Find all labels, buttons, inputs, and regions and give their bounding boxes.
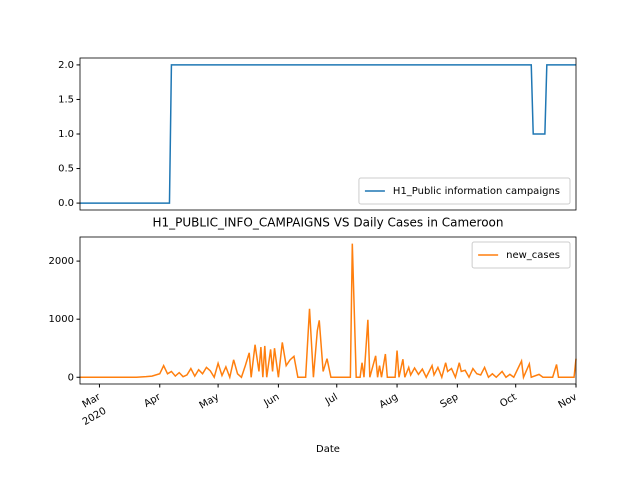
legend-label: new_cases — [506, 250, 560, 261]
legend-box — [471, 241, 571, 269]
data-line — [80, 64, 576, 204]
axes-frame — [79, 236, 577, 385]
y-tick-label: 1.0 — [58, 129, 74, 140]
legend-box — [358, 177, 571, 205]
y-tick-label: 0.0 — [58, 198, 74, 209]
x-axis-label: Date — [316, 444, 340, 455]
y-tick-label: 2.0 — [58, 60, 74, 71]
y-tick-label: 1000 — [49, 314, 74, 325]
chart-title: H1_PUBLIC_INFO_CAMPAIGNS VS Daily Cases … — [152, 216, 503, 230]
y-tick-label: 2000 — [49, 256, 74, 267]
legend-label: H1_Public information campaigns — [393, 186, 560, 197]
y-tick-label: 0 — [68, 372, 74, 383]
data-line — [80, 243, 577, 381]
y-tick-label: 0.5 — [58, 164, 74, 175]
y-tick-label: 1.5 — [58, 94, 74, 105]
axes-frame — [79, 57, 577, 211]
